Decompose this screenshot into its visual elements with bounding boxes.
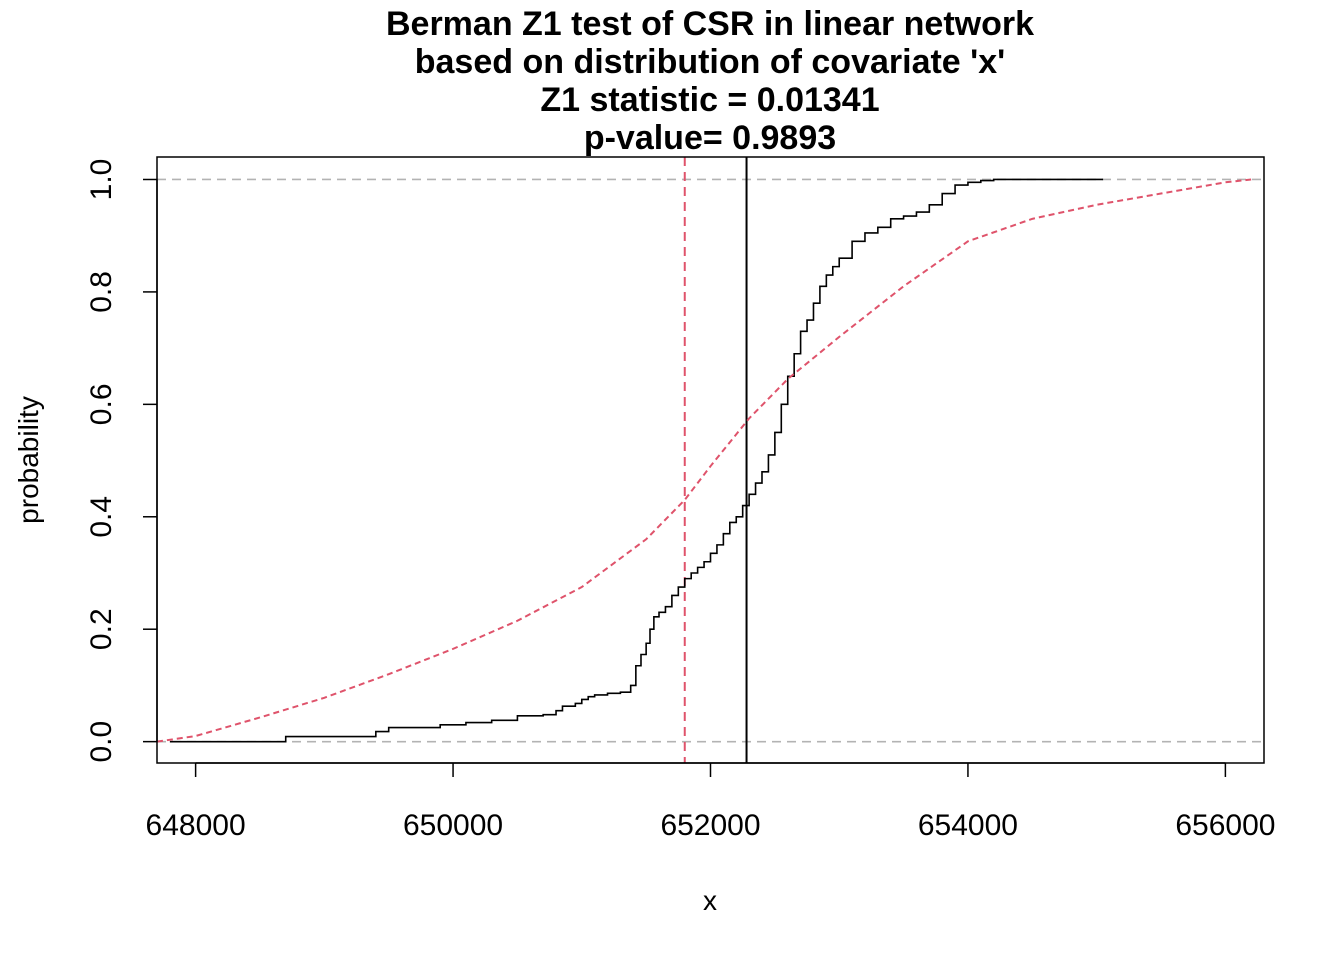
y-tick-label: 0.4 <box>85 496 118 538</box>
chart-subtitle-line-3: p-value= 0.9893 <box>584 119 836 157</box>
y-axis-label: probability <box>13 396 44 524</box>
reference-lines-layer <box>157 178 1264 743</box>
x-tick-label: 648000 <box>146 809 246 842</box>
y-tick-label: 0.0 <box>85 721 118 763</box>
series-layer <box>156 178 1252 743</box>
y-axis: 0.0 0.2 0.4 0.6 0.8 1.0 <box>85 159 158 763</box>
x-axis: 648000 650000 652000 654000 656000 <box>146 762 1275 842</box>
chart-subtitle-line-1: based on distribution of covariate 'x' <box>415 43 1005 81</box>
chart-subtitle-line-2: Z1 statistic = 0.01341 <box>540 81 879 119</box>
x-axis-label: x <box>703 885 717 916</box>
series-line-0 <box>169 178 1104 743</box>
plot-frame <box>156 156 1265 764</box>
x-tick-label: 654000 <box>918 809 1018 842</box>
y-tick-label: 1.0 <box>85 159 118 201</box>
y-tick-label: 0.8 <box>85 271 118 313</box>
vertical-lines-layer <box>683 157 748 763</box>
chart-title: Berman Z1 test of CSR in linear network <box>386 5 1034 43</box>
x-tick-label: 650000 <box>403 809 503 842</box>
y-tick-label: 0.2 <box>85 608 118 650</box>
x-tick-label: 652000 <box>660 809 760 842</box>
x-tick-label: 656000 <box>1175 809 1275 842</box>
y-tick-label: 0.6 <box>85 383 118 425</box>
series-line-1 <box>156 178 1252 743</box>
